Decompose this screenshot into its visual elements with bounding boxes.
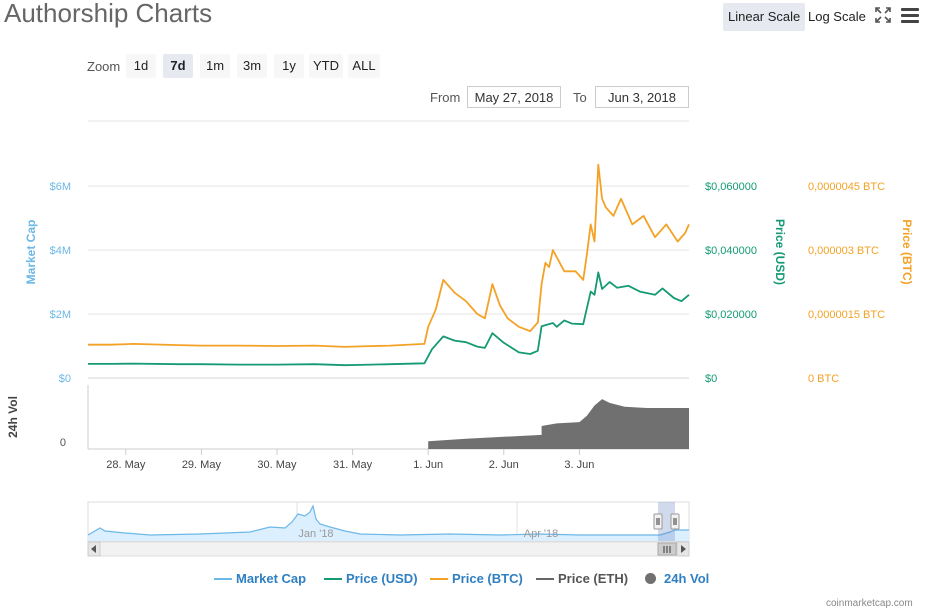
zoom-3m-button[interactable]: 3m — [237, 54, 267, 78]
price-btc-axis-title: Price (BTC) — [900, 219, 914, 284]
hamburger-menu-icon[interactable] — [901, 8, 919, 24]
price-btc-tick-label: 0,0000015 BTC — [808, 309, 885, 321]
x-tick-label: 2. Jun — [489, 459, 519, 471]
zoom-1d-button[interactable]: 1d — [126, 54, 156, 78]
x-tick-label: 29. May — [182, 459, 222, 471]
volume-axis-title: 24h Vol — [6, 396, 20, 438]
price-btc-tick-label: 0,000003 BTC — [808, 245, 879, 257]
price-usd-line — [88, 271, 690, 367]
navigator-handle — [670, 513, 680, 530]
market-cap-tick-label: $6M — [50, 181, 71, 193]
zoom-label: Zoom — [87, 59, 121, 74]
zoom-ytd-button[interactable]: YTD — [309, 54, 343, 78]
zoom-1y-button[interactable]: 1y — [274, 54, 304, 78]
x-tick-label: 1. Jun — [413, 459, 443, 471]
from-label: From — [430, 90, 461, 105]
scroll-right-arrow-icon — [681, 545, 686, 553]
to-label: To — [573, 90, 587, 105]
linear-scale-button[interactable]: Linear Scale — [723, 3, 806, 31]
price-usd-tick-label: $0,020000 — [705, 309, 757, 321]
fullscreen-icon[interactable] — [875, 7, 891, 23]
market-cap-tick-label: $0 — [59, 373, 71, 385]
chart-title: Authorship Charts — [4, 0, 213, 28]
price-usd-tick-label: $0,040000 — [705, 245, 757, 257]
navigator-line — [87, 504, 689, 536]
x-tick-label: 28. May — [106, 459, 146, 471]
navigator-handle — [653, 513, 663, 530]
price-usd-tick-label: $0 — [705, 373, 717, 385]
zoom-7d-button[interactable]: 7d — [163, 54, 193, 78]
credit-link[interactable]: coinmarketcap.com — [826, 598, 913, 609]
x-tick-label: 30. May — [257, 459, 297, 471]
navigator-selection — [658, 502, 675, 541]
price-btc-line — [88, 163, 690, 348]
from-date-input[interactable]: May 27, 2018 — [467, 86, 561, 108]
price-usd-tick-label: $0,060000 — [705, 181, 757, 193]
x-tick-label: 31. May — [333, 459, 373, 471]
price-btc-tick-label: 0,0000045 BTC — [808, 181, 885, 193]
market-cap-tick-label: $2M — [50, 309, 71, 321]
navigator-area — [88, 506, 689, 541]
navigator-label: Apr '18 — [524, 528, 559, 540]
zoom-1m-button[interactable]: 1m — [200, 54, 230, 78]
price-usd-axis-title: Price (USD) — [773, 219, 787, 285]
volume-area — [88, 399, 689, 449]
scroll-left-arrow-icon — [91, 545, 96, 553]
zoom-all-button[interactable]: ALL — [348, 54, 380, 78]
volume-tick-label: 0 — [60, 437, 66, 449]
navigator-label: Jan '18 — [298, 528, 333, 540]
x-tick-label: 3. Jun — [564, 459, 594, 471]
to-date-input[interactable]: Jun 3, 2018 — [595, 86, 689, 108]
market-cap-axis-title: Market Cap — [24, 220, 38, 285]
scrollbar-track — [87, 541, 690, 557]
market-cap-tick-label: $4M — [50, 245, 71, 257]
price-btc-tick-label: 0 BTC — [808, 373, 839, 385]
log-scale-button[interactable]: Log Scale — [808, 9, 866, 24]
